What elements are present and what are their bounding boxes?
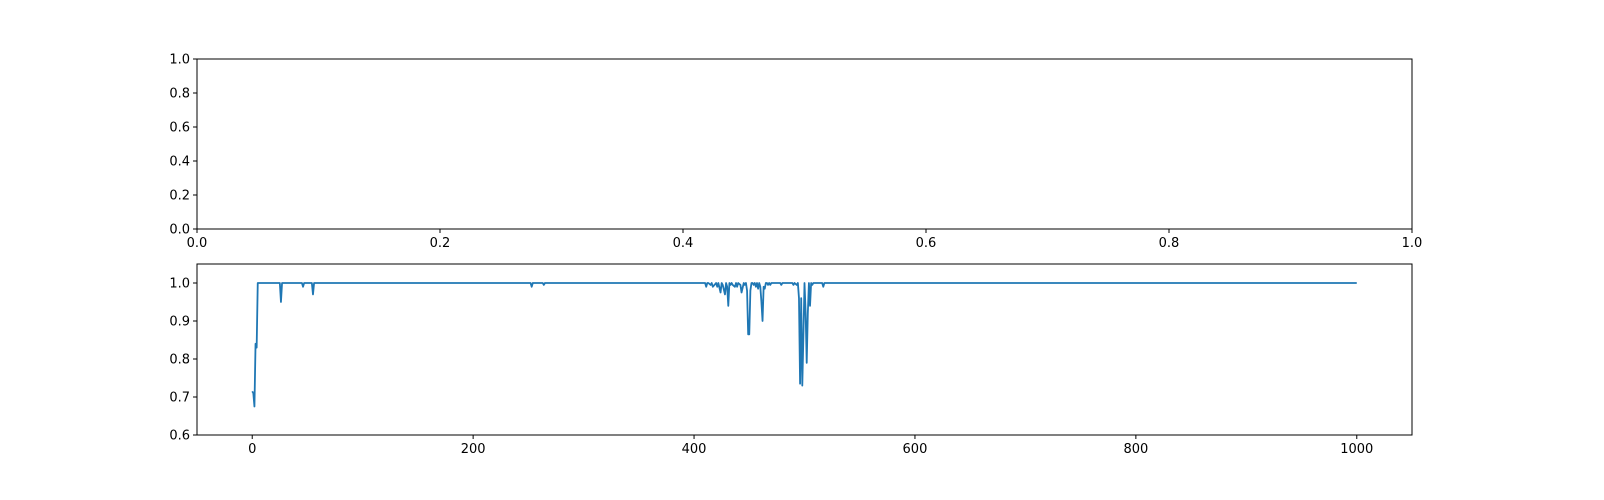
y-tick-label: 0.4 xyxy=(169,155,190,170)
x-tick-label: 800 xyxy=(1123,442,1148,457)
y-tick-label: 0.2 xyxy=(169,189,190,204)
top-axes: 0.0 0.2 0.4 0.6 0.8 1.0 0.0 0.2 0.4 0.6 0.8 1.0 xyxy=(169,53,1422,252)
top-y-ticks: 0.0 0.2 0.4 0.6 0.8 1.0 xyxy=(169,53,197,238)
y-tick-label: 1.0 xyxy=(169,53,190,68)
x-tick-label: 0.0 xyxy=(187,236,208,251)
x-tick-label: 400 xyxy=(682,442,707,457)
x-tick-label: 0 xyxy=(248,442,256,457)
bottom-axes: 0 200 400 600 800 1000 0.6 0.7 0.8 0.9 1.0 xyxy=(169,263,1413,457)
x-tick-label: 0.6 xyxy=(916,236,937,251)
y-tick-label: 0.8 xyxy=(169,87,190,102)
x-tick-label: 1.0 xyxy=(1402,236,1423,251)
x-tick-label: 0.4 xyxy=(673,236,694,251)
y-tick-label: 0.0 xyxy=(169,223,190,238)
y-tick-label: 0.9 xyxy=(169,315,190,330)
y-tick-label: 1.0 xyxy=(169,277,190,292)
x-tick-label: 0.8 xyxy=(1159,236,1180,251)
x-tick-label: 600 xyxy=(903,442,928,457)
y-tick-label: 0.8 xyxy=(169,353,190,368)
x-tick-label: 1000 xyxy=(1340,442,1373,457)
top-x-ticks: 0.0 0.2 0.4 0.6 0.8 1.0 xyxy=(187,229,1423,251)
y-tick-label: 0.7 xyxy=(169,391,190,406)
bottom-axes-frame xyxy=(196,263,1413,436)
x-tick-label: 200 xyxy=(461,442,486,457)
bottom-x-ticks: 0 200 400 600 800 1000 xyxy=(248,435,1373,457)
y-tick-label: 0.6 xyxy=(169,121,190,136)
y-tick-label: 0.6 xyxy=(169,429,190,444)
series-line xyxy=(251,282,1357,408)
x-tick-label: 0.2 xyxy=(430,236,451,251)
top-axes-frame xyxy=(196,58,1413,230)
bottom-series xyxy=(251,282,1357,408)
bottom-y-ticks: 0.6 0.7 0.8 0.9 1.0 xyxy=(169,277,197,444)
